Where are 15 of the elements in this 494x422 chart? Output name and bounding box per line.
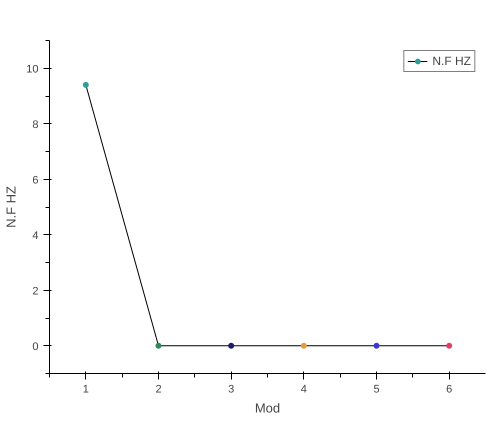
x-tick-label: 3	[228, 384, 234, 396]
y-tick-label: 0	[32, 340, 39, 353]
x-tick-label: 1	[82, 384, 89, 396]
x-axis-title: Mod	[254, 400, 280, 416]
x-tick-label: 5	[373, 384, 380, 396]
legend-label: N.F HZ	[432, 54, 471, 68]
y-tick-label: 2	[32, 285, 39, 298]
x-tick-label: 4	[300, 384, 307, 396]
x-tick-label: 2	[155, 384, 162, 396]
y-axis-title: N.F HZ	[3, 186, 18, 228]
x-tick-label: 6	[446, 384, 452, 396]
y-tick-label: 10	[26, 63, 39, 76]
y-tick-label: 4	[32, 230, 39, 242]
y-tick-label: 8	[32, 118, 39, 131]
y-tick-label: 6	[32, 174, 39, 186]
